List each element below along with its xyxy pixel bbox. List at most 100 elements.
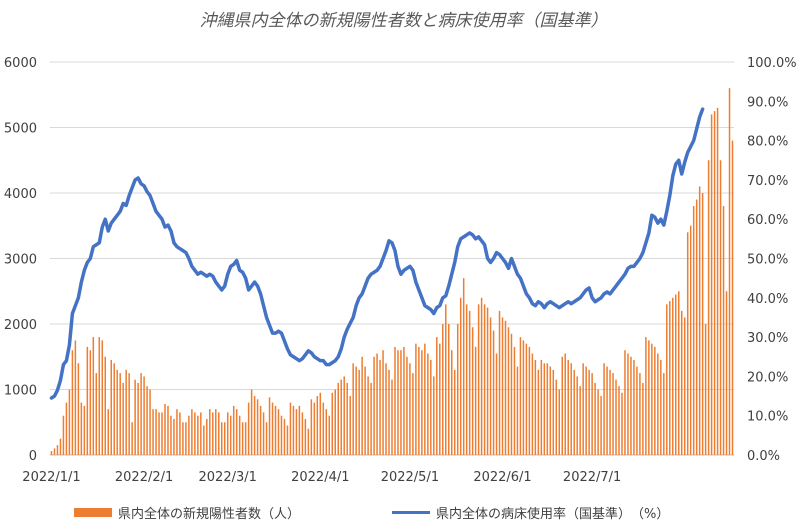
right-tick-label: 20.0%: [747, 370, 788, 385]
case-bar: [722, 206, 725, 455]
case-bar: [707, 160, 710, 455]
case-bar: [212, 412, 214, 455]
case-bar: [453, 369, 456, 455]
case-bar: [424, 343, 426, 455]
case-bar: [513, 346, 516, 455]
case-bar: [268, 397, 271, 455]
case-bar: [179, 412, 181, 455]
x-tick-label: 2022/6/1: [473, 470, 531, 485]
case-bar: [206, 418, 208, 455]
case-bar: [137, 382, 139, 455]
case-bar: [489, 317, 492, 455]
x-tick-label: 2022/4/1: [291, 470, 349, 485]
left-tick-label: 1000: [4, 384, 37, 399]
left-tick-label: 3000: [4, 253, 37, 268]
case-bar: [591, 373, 593, 455]
case-bar: [200, 412, 202, 455]
case-bar: [343, 376, 345, 455]
case-bar: [498, 310, 501, 455]
right-tick-label: 50.0%: [747, 253, 788, 268]
case-bar: [433, 376, 435, 455]
case-bar: [292, 405, 295, 455]
case-bar: [540, 360, 543, 455]
case-bar: [695, 199, 698, 455]
case-bar: [725, 291, 728, 455]
case-bar: [686, 232, 689, 455]
case-bar: [256, 399, 259, 455]
case-bar: [92, 337, 95, 455]
case-bar: [412, 373, 414, 455]
case-bar: [450, 350, 453, 455]
case-bar: [77, 363, 80, 455]
case-bar: [448, 324, 450, 455]
case-bar: [522, 340, 525, 455]
legend-label-cases: 県内全体の新規陽性者数（人）: [118, 507, 301, 522]
case-bar: [624, 350, 626, 455]
case-bar: [442, 324, 444, 455]
x-axis-ticks: 2022/1/1 2022/2/1 2022/3/1 2022/4/1 2022/5/1…: [22, 470, 621, 485]
case-bar: [65, 402, 68, 455]
case-bar: [203, 425, 205, 455]
case-bar: [218, 412, 220, 455]
case-bar: [355, 366, 357, 455]
case-bar: [683, 317, 686, 455]
case-bar: [609, 369, 611, 455]
case-bar: [280, 415, 283, 455]
case-bar: [465, 304, 468, 455]
case-bar: [719, 160, 722, 455]
case-bar: [107, 409, 109, 455]
case-bar: [71, 350, 74, 455]
case-bar: [567, 360, 569, 455]
case-bar: [531, 353, 534, 455]
case-bar: [663, 373, 665, 455]
case-bar: [259, 405, 262, 455]
case-bar: [421, 350, 423, 455]
case-bar: [119, 373, 121, 455]
case-bar: [364, 366, 366, 455]
case-bar: [68, 389, 71, 455]
case-bar: [143, 376, 145, 455]
case-bar: [361, 356, 363, 455]
right-tick-label: 100.0%: [747, 56, 797, 71]
case-bar: [152, 409, 154, 455]
case-bar: [110, 360, 112, 455]
case-bar: [173, 418, 175, 455]
case-bar: [194, 412, 196, 455]
case-bar: [185, 422, 187, 455]
case-bar: [507, 327, 510, 455]
legend-line-swatch: [392, 511, 430, 514]
case-bar: [319, 392, 322, 455]
case-bar: [301, 412, 304, 455]
case-bar: [710, 114, 713, 456]
case-bar: [367, 376, 369, 455]
case-bar: [53, 448, 56, 455]
case-bar: [397, 350, 399, 455]
case-bar: [376, 353, 378, 455]
case-bar: [406, 356, 408, 455]
case-bar: [95, 373, 98, 455]
case-bar: [409, 363, 411, 455]
case-bar: [701, 193, 704, 455]
x-tick-label: 2022/1/1: [22, 470, 80, 485]
left-tick-label: 5000: [4, 122, 37, 137]
legend-label-occupancy: 県内全体の病床使用率（国基準） （%）: [436, 507, 670, 522]
right-axis-ticks: 0.0% 10.0% 20.0% 30.0% 40.0% 50.0% 60.0% 70.0% 8…: [747, 56, 797, 464]
case-bar: [645, 337, 647, 455]
case-bar: [677, 291, 680, 455]
case-bar: [89, 350, 92, 455]
case-bar: [642, 382, 644, 455]
case-bar: [313, 402, 316, 455]
legend-bar-swatch: [74, 508, 112, 517]
x-tick-label: 2022/5/1: [381, 470, 439, 485]
right-tick-label: 10.0%: [747, 410, 788, 425]
case-bar: [713, 111, 716, 455]
case-bar: [286, 425, 289, 455]
case-bar: [385, 363, 387, 455]
case-bar: [295, 409, 298, 455]
case-bar: [349, 396, 351, 455]
case-bar: [657, 353, 659, 455]
case-bar: [209, 409, 211, 455]
x-tick-label: 2022/7/1: [563, 470, 621, 485]
case-bar: [504, 320, 507, 455]
case-bar: [232, 405, 235, 455]
